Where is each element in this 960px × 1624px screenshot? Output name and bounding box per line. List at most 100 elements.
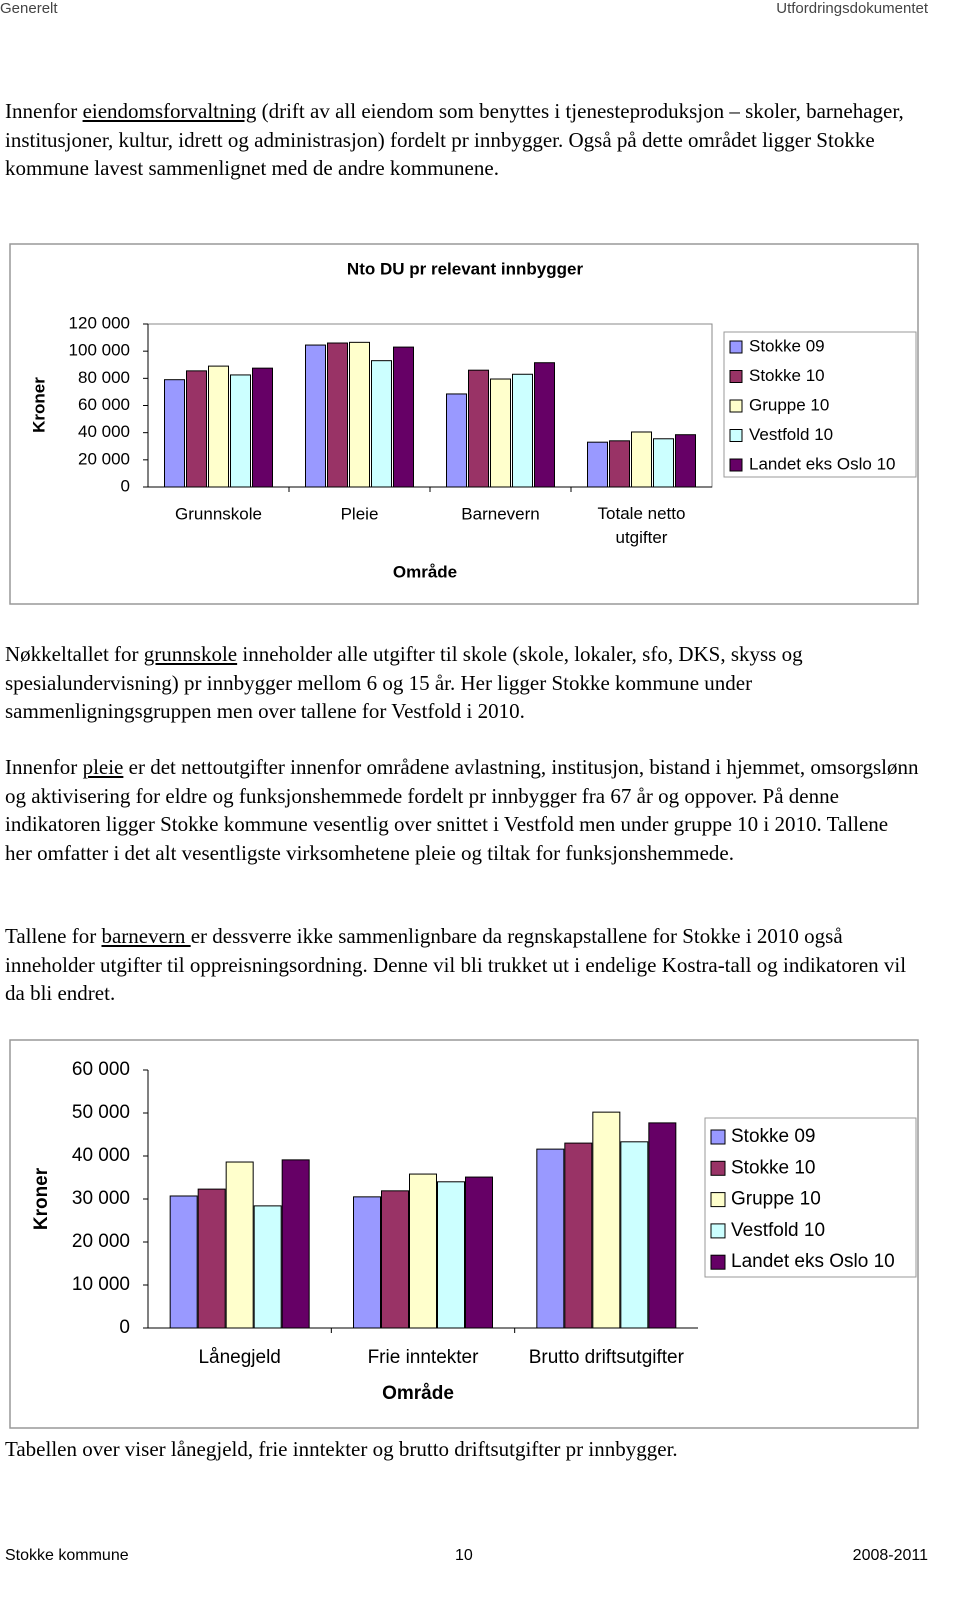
bar: [327, 342, 348, 488]
x-tick-label: Frie inntekter: [368, 1347, 480, 1368]
bar: [230, 374, 251, 488]
x-tick-label: Barnevern: [461, 504, 539, 523]
bar: [468, 369, 489, 488]
bar: [620, 1141, 649, 1329]
bar: [592, 1111, 621, 1329]
legend-swatch: [729, 370, 743, 383]
x-tick-label: Grunnskole: [175, 504, 262, 523]
footer-page: 10: [455, 1547, 473, 1564]
bar: [353, 1196, 381, 1329]
y-tick-label: 60 000: [72, 1059, 130, 1080]
legend-label: Stokke 09: [749, 336, 825, 355]
bar: [381, 1190, 409, 1329]
legend-label: Gruppe 10: [749, 395, 829, 414]
bar: [253, 1205, 282, 1329]
bar: [534, 362, 555, 488]
bar: [653, 438, 674, 488]
y-tick-label: 40 000: [78, 422, 130, 441]
x-tick-label: Brutto driftsutgifter: [529, 1347, 685, 1368]
bar: [186, 370, 207, 488]
y-tick-label: 50 000: [72, 1102, 130, 1123]
legend-swatch: [710, 1254, 726, 1270]
legend-box: [723, 331, 917, 478]
chart-frame: [9, 1039, 919, 1429]
bar: [281, 1159, 310, 1329]
legend-swatch: [729, 458, 743, 472]
bar: [648, 1122, 677, 1329]
bar: [512, 373, 533, 488]
y-tick-label: 20 000: [72, 1231, 130, 1252]
bar: [393, 346, 414, 488]
footer-right: 2008-2011: [852, 1547, 928, 1564]
bar: [446, 393, 467, 488]
paragraph: Nøkkeltallet for grunnskole inneholder a…: [5, 640, 920, 726]
bar: [675, 434, 696, 488]
bar: [465, 1176, 493, 1329]
bar: [225, 1161, 254, 1329]
y-tick-label: 40 000: [72, 1145, 130, 1166]
legend-label: Vestfold 10: [749, 425, 833, 444]
text: Innenfor: [5, 755, 83, 779]
caption: Tabellen over viser lånegjeld, frie innt…: [5, 1437, 678, 1461]
bar: [164, 379, 185, 488]
y-tick-label: 0: [119, 1317, 130, 1338]
y-tick-label: 20 000: [78, 449, 130, 468]
bar: [564, 1142, 593, 1329]
text: er dessverre ikke sammenlignbare da regn…: [5, 924, 907, 1005]
legend-swatch: [729, 340, 743, 354]
x-tick-label: Pleie: [341, 504, 379, 523]
bar: [371, 360, 392, 488]
x-axis-label: Område: [382, 1383, 454, 1404]
x-tick-label: Totale netto utgifter: [598, 504, 686, 547]
legend-label: Vestfold 10: [731, 1220, 825, 1241]
footer-left: Stokke kommune: [5, 1547, 129, 1564]
legend-swatch: [729, 399, 743, 413]
legend-swatch: [710, 1223, 726, 1239]
legend-label: Stokke 10: [749, 366, 825, 385]
bar: [631, 431, 652, 488]
bar: [208, 365, 229, 488]
bar: [609, 440, 630, 488]
text: (drift av all eiendom som benyttes i tje…: [5, 99, 904, 180]
legend-box: [704, 1117, 917, 1278]
chart-frame: [9, 243, 919, 605]
text: inneholder alle utgifter til skole (skol…: [5, 642, 803, 723]
text: Tallene for: [5, 924, 102, 948]
bar: [305, 344, 326, 488]
bar: [587, 441, 608, 488]
bar: [437, 1181, 465, 1329]
y-tick-label: 100 000: [69, 341, 130, 360]
legend-label: Landet eks Oslo 10: [731, 1251, 895, 1272]
link: eiendomsforvaltning: [82, 99, 257, 123]
bar: [169, 1195, 198, 1329]
legend-label: Stokke 10: [731, 1157, 816, 1178]
bar: [536, 1148, 565, 1329]
y-tick-label: 0: [121, 476, 130, 495]
plot-area: [147, 323, 713, 488]
bar: [409, 1173, 437, 1329]
chart-title: Nto DU pr relevant innbygger: [347, 259, 584, 278]
y-tick-label: 80 000: [78, 368, 130, 387]
legend-swatch: [710, 1192, 726, 1208]
y-tick-label: 120 000: [69, 313, 130, 332]
legend-label: Gruppe 10: [731, 1189, 821, 1210]
y-tick-label: 30 000: [72, 1188, 130, 1209]
link: pleie: [82, 755, 124, 779]
bar: [490, 378, 511, 488]
legend-swatch: [729, 429, 743, 442]
bar: [252, 367, 273, 488]
legend-swatch: [710, 1129, 726, 1145]
legend-label: Landet eks Oslo 10: [749, 454, 895, 473]
text: Innenfor: [5, 99, 83, 123]
text: er det nettoutgifter innenfor områdene a…: [5, 755, 919, 865]
legend-swatch: [710, 1160, 726, 1176]
link: grunnskole: [143, 642, 238, 666]
y-tick-label: 10 000: [72, 1274, 130, 1295]
y-axis-label: Kroner: [31, 1167, 52, 1230]
x-axis-label: Område: [393, 562, 457, 581]
legend-label: Stokke 09: [731, 1126, 816, 1147]
paragraph: Tallene for barnevern er dessverre ikke …: [5, 922, 920, 1008]
link: barnevern: [101, 924, 191, 948]
text: Nøkkeltallet for: [5, 642, 144, 666]
